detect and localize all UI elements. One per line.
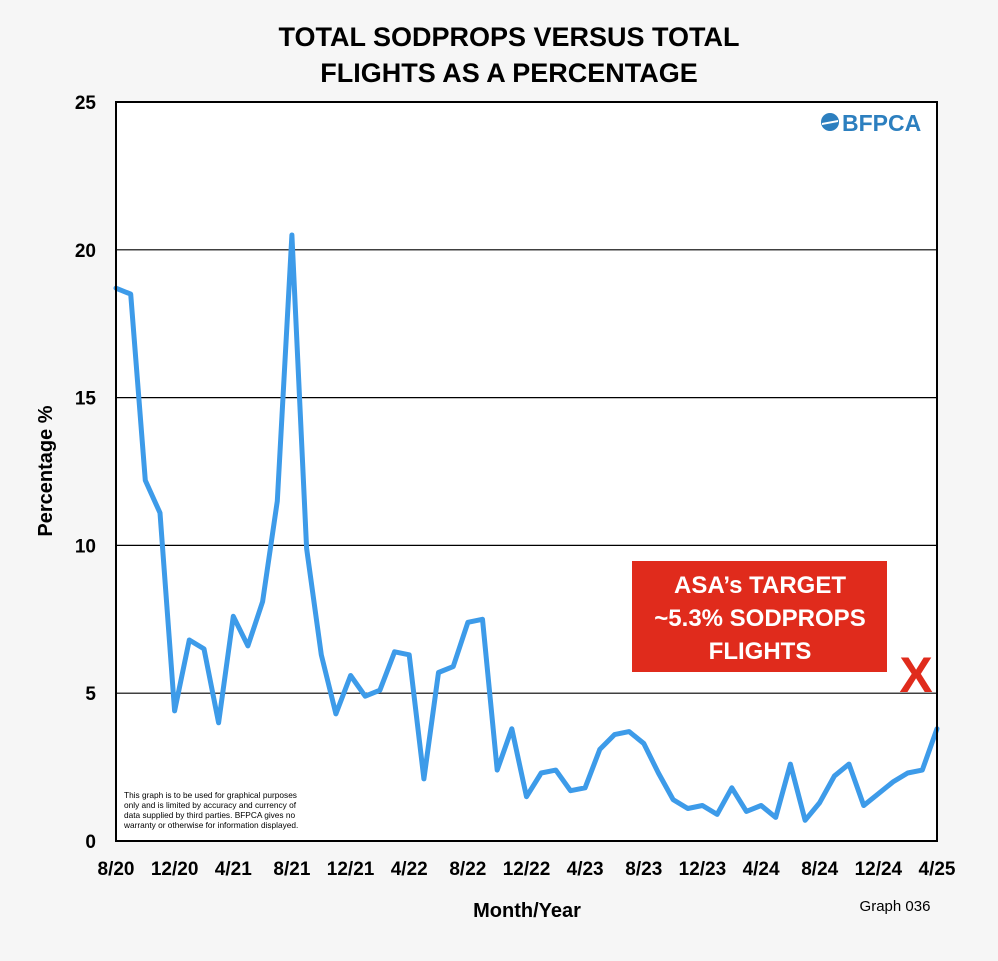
x-axis-ticks: 8/20 12/20 4/21 8/21 12/21 4/22 8/22 12/22 4/23 8…	[98, 859, 956, 880]
x-tick-label: 8/22	[449, 859, 486, 880]
x-tick-label: 12/20	[151, 859, 199, 880]
chart-title-line-2: FLIGHTS AS A PERCENTAGE	[320, 58, 698, 88]
target-text-line-1: ASA’s TARGET	[674, 572, 846, 599]
chart-title-line-1: TOTAL SODPROPS VERSUS TOTAL	[278, 22, 739, 52]
x-tick-label: 4/22	[391, 859, 428, 880]
graph-id: Graph 036	[860, 898, 931, 915]
x-tick-label: 12/22	[503, 859, 551, 880]
y-tick-label: 10	[75, 536, 96, 557]
y-axis-ticks: 0 5 10 15 20 25	[75, 93, 97, 853]
x-tick-label: 12/23	[679, 859, 727, 880]
target-box	[632, 561, 887, 672]
series-line	[113, 232, 940, 823]
y-tick-label: 20	[75, 241, 96, 262]
y-tick-label: 0	[85, 832, 96, 853]
logo-text: BFPCA	[842, 110, 921, 136]
target-marker-x: X	[899, 647, 932, 703]
target-text-line-3: FLIGHTS	[709, 638, 812, 665]
y-axis-label: Percentage %	[35, 405, 57, 536]
x-tick-label: 4/23	[567, 859, 604, 880]
x-tick-label: 4/21	[215, 859, 252, 880]
x-tick-label: 4/25	[919, 859, 956, 880]
disclaimer: This graph is to be used for graphical p…	[123, 790, 298, 830]
plot-area	[116, 102, 937, 841]
x-tick-label: 12/24	[855, 859, 903, 880]
grid-lines	[116, 249, 937, 694]
disclaimer-line-2: only and is limited by accuracy and curr…	[124, 800, 297, 810]
disclaimer-line-4: warranty or otherwise for information di…	[123, 820, 298, 830]
y-tick-label: 5	[85, 684, 96, 705]
y-tick-label: 25	[75, 93, 97, 114]
plot-border	[115, 101, 938, 842]
x-tick-label: 8/23	[625, 859, 662, 880]
x-tick-label: 8/21	[273, 859, 310, 880]
x-tick-label: 8/20	[98, 859, 135, 880]
disclaimer-line-1: This graph is to be used for graphical p…	[124, 790, 297, 800]
x-tick-label: 4/24	[743, 859, 780, 880]
target-annotation: ASA’s TARGET ~5.3% SODPROPS FLIGHTS	[632, 561, 887, 672]
target-text-line-2: ~5.3% SODPROPS	[654, 605, 865, 632]
plane-logo-mark	[822, 120, 838, 125]
bfpca-logo: BFPCA	[821, 110, 921, 136]
disclaimer-line-3: data supplied by third parties. BFPCA gi…	[124, 810, 295, 820]
x-tick-label: 12/21	[327, 859, 375, 880]
y-tick-label: 15	[75, 389, 97, 410]
x-axis-label: Month/Year	[473, 900, 581, 922]
x-tick-label: 8/24	[801, 859, 838, 880]
